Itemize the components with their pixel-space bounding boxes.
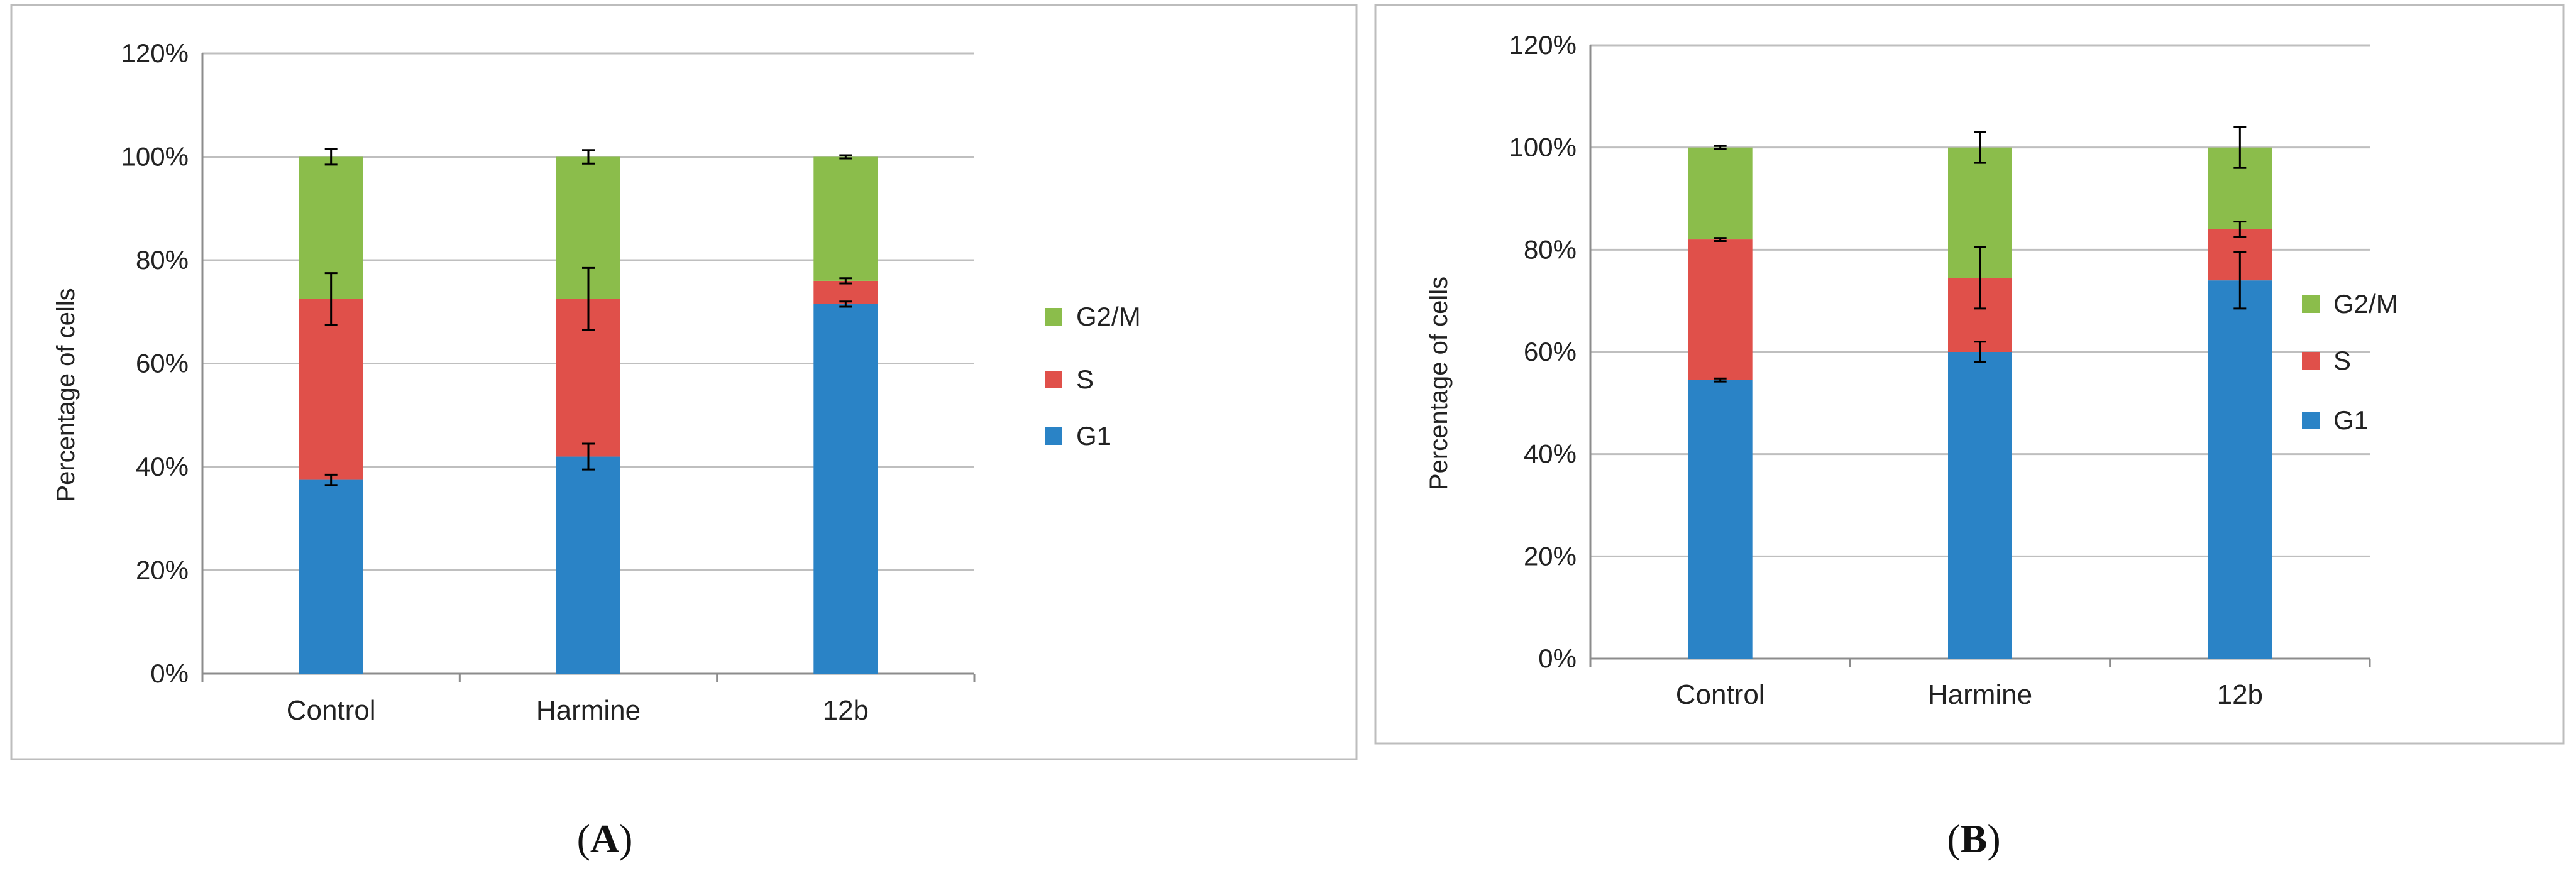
bar-a-harmine-g1 [556,456,620,674]
y-tick-label-a-5: 100% [121,142,189,172]
legend-label-a-s: S [1076,364,1094,394]
chart-a: 0% 20% 40% 60% 80% 100% 120% Percentage of cell… [52,38,1141,726]
legend-label-a-g2m: G2/M [1076,302,1141,331]
bar-a-12b-g1 [813,304,878,674]
legend-swatch-b-g1 [2302,412,2320,429]
y-tick-label-a-4: 80% [136,245,189,275]
x-category-label-a-2: 12b [823,695,869,726]
y-tick-label-a-0: 0% [150,659,189,688]
legend-swatch-a-s [1045,371,1062,388]
legend-label-b-g1: G1 [2333,405,2369,435]
bar-b-control-g1 [1688,380,1753,659]
legend-swatch-a-g2m [1045,308,1062,326]
legend-swatch-b-s [2302,352,2320,370]
legend-label-a-g1: G1 [1076,421,1111,451]
panel-label-b: (B) [1947,816,2000,861]
y-tick-label-b-3: 60% [1524,337,1577,366]
chart-frame-a [10,4,1358,760]
bar-b-harmine-g1 [1948,352,2012,659]
y-tick-label-a-2: 40% [136,452,189,481]
legend-label-b-s: S [2333,346,2351,375]
bar-b-12b-g1 [2208,280,2272,659]
y-tick-label-b-4: 80% [1524,234,1577,264]
chart-b: 0% 20% 40% 60% 80% 100% 120% Percentage of cell… [1425,30,2398,710]
bar-a-control-s [299,299,363,480]
y-tick-label-a-1: 20% [136,556,189,585]
legend-swatch-b-g2m [2302,295,2320,313]
x-category-label-b-2: 12b [2217,679,2263,710]
x-category-label-a-0: Control [287,695,376,726]
y-tick-label-a-3: 60% [136,349,189,378]
y-tick-label-b-6: 120% [1509,30,1577,60]
y-tick-label-b-2: 40% [1524,439,1577,469]
x-category-label-a-1: Harmine [536,695,641,726]
y-tick-label-b-1: 20% [1524,541,1577,571]
panel-label-a: (A) [577,816,633,861]
bar-a-12b-g2m [813,156,878,281]
bar-b-control-s [1688,239,1753,380]
y-tick-label-a-6: 120% [121,38,189,68]
y-axis-title-b: Percentage of cells [1425,277,1453,490]
legend-swatch-a-g1 [1045,427,1062,445]
legend-label-b-g2m: G2/M [2333,289,2398,319]
x-category-label-b-0: Control [1676,679,1765,710]
y-tick-label-b-5: 100% [1509,133,1577,162]
x-category-label-b-1: Harmine [1928,679,2032,710]
bar-a-control-g1 [299,479,363,674]
bar-b-control-g2m [1688,147,1753,240]
y-tick-label-b-0: 0% [1538,644,1577,673]
y-axis-title-a: Percentage of cells [52,288,80,501]
bar-a-12b-s [813,280,878,304]
